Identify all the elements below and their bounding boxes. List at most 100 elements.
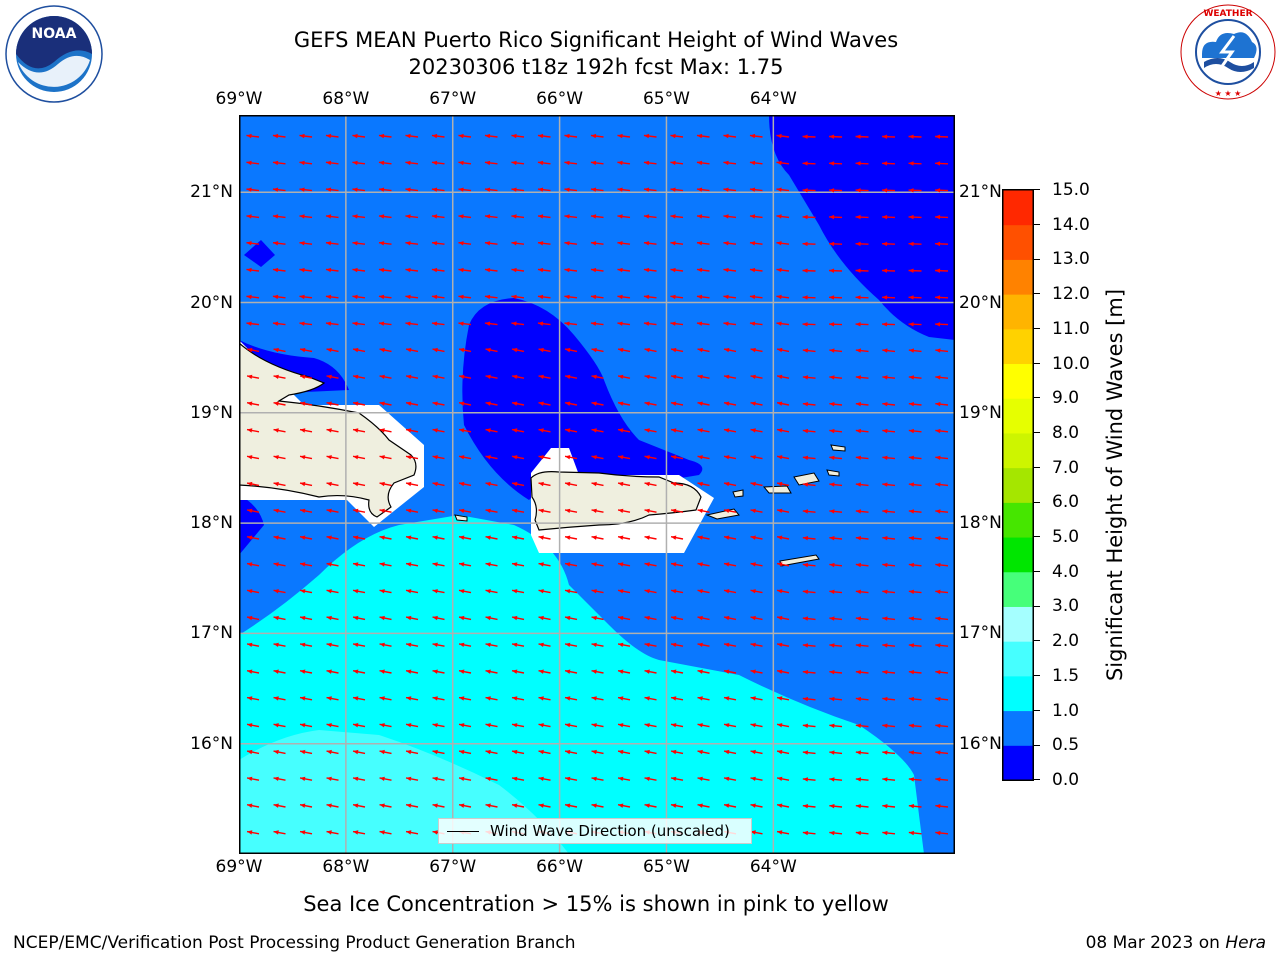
wind-arrow: [617, 160, 631, 166]
wind-arrow: [431, 267, 445, 273]
wind-arrow: [723, 214, 737, 219]
wind-arrow: [696, 294, 710, 300]
wind-arrow: [882, 241, 896, 247]
wind-arrow: [379, 562, 392, 567]
wind-arrow: [379, 615, 392, 621]
wind-arrow: [776, 776, 790, 782]
wind-arrow: [670, 508, 684, 514]
wind-arrow: [326, 803, 339, 808]
wind-arrow: [829, 830, 843, 836]
wind-arrow: [564, 347, 578, 353]
wind-arrow: [352, 589, 366, 594]
wind-arrow: [723, 562, 737, 567]
wind-arrow: [617, 241, 631, 246]
wind-arrow: [670, 241, 684, 246]
wind-arrow: [829, 134, 843, 139]
wind-arrow: [935, 804, 949, 809]
wind-arrow: [723, 455, 737, 460]
wind-arrow: [485, 428, 498, 433]
wind-arrow: [935, 616, 949, 621]
wind-arrow: [750, 508, 763, 514]
wind-arrow: [855, 428, 869, 434]
wind-arrow: [670, 347, 684, 353]
wind-arrow: [511, 481, 525, 487]
wind-arrow: [591, 589, 604, 594]
wind-arrow: [855, 295, 869, 300]
wind-arrow: [326, 374, 339, 380]
wind-arrow: [935, 562, 949, 568]
wind-arrow: [564, 535, 578, 540]
wind-arrow: [697, 481, 710, 487]
wind-arrow: [405, 589, 419, 594]
wind-arrow: [908, 670, 922, 675]
wind-arrow: [829, 750, 843, 755]
wind-arrow: [591, 562, 604, 567]
wind-arrow: [484, 321, 498, 326]
wind-arrow: [617, 535, 631, 540]
wind-arrow: [855, 643, 869, 648]
colorbar-tick-mark-3: [1034, 675, 1040, 677]
colorbar-segment-9: [1003, 432, 1033, 469]
wind-arrow: [697, 589, 710, 594]
wind-arrow: [776, 589, 790, 594]
wind-arrow: [485, 455, 498, 460]
wind-arrow: [855, 161, 869, 166]
wind-arrow: [829, 589, 843, 594]
wind-arrow: [246, 535, 260, 540]
colorbar-segment-14: [1003, 259, 1033, 295]
wind-arrow: [643, 133, 657, 139]
wind-arrow: [908, 696, 922, 702]
wind-arrow: [750, 347, 763, 353]
wind-arrow: [538, 562, 551, 567]
colorbar-segment-5: [1003, 571, 1033, 607]
colorbar-tick-mark-15: [1034, 258, 1040, 260]
wind-arrow: [591, 428, 604, 433]
colorbar-segment-0: [1003, 745, 1033, 781]
wind-arrow: [538, 723, 551, 728]
wind-arrow: [246, 347, 260, 353]
wind-arrow: [511, 642, 525, 648]
wind-arrow: [326, 455, 339, 460]
wind-arrow: [723, 803, 737, 808]
wind-arrow: [591, 401, 604, 406]
wind-arrow: [935, 643, 949, 648]
wind-arrow: [776, 187, 790, 192]
wind-arrow: [696, 133, 710, 139]
wind-arrow: [643, 214, 657, 219]
wind-arrow: [564, 615, 578, 621]
wind-arrow: [670, 696, 684, 701]
wind-arrow: [644, 589, 657, 594]
wind-arrow: [776, 401, 790, 406]
wind-arrow: [246, 749, 260, 755]
wind-arrow: [670, 803, 684, 808]
wind-arrow: [591, 776, 604, 782]
wind-arrow: [802, 348, 816, 353]
wind-arrow: [829, 804, 843, 809]
wind-arrow: [908, 428, 922, 434]
colorbar-segment-15: [1003, 224, 1033, 260]
lon-tick-top-2: 67°W: [429, 89, 477, 109]
wind-arrow: [617, 187, 631, 192]
wind-arrow: [432, 803, 445, 808]
wind-arrow: [379, 481, 392, 487]
wind-arrow: [802, 375, 816, 380]
colorbar-segment-13: [1003, 294, 1033, 330]
colorbar-tick-mark-16: [1034, 223, 1040, 225]
wind-arrow: [379, 642, 392, 648]
wind-arrow: [352, 214, 366, 219]
wind-arrow: [484, 241, 498, 246]
wind-arrow: [776, 803, 790, 808]
wind-arrow: [643, 294, 657, 300]
land-virgin-islands: [793, 472, 820, 486]
wind-arrow: [855, 188, 869, 193]
wind-arrow: [697, 374, 710, 380]
wind-arrow: [431, 214, 445, 219]
wind-arrow: [829, 723, 843, 728]
wind-arrow: [935, 670, 949, 675]
wind-arrow: [326, 723, 339, 728]
wind-arrow: [352, 401, 366, 406]
wind-arrow: [485, 374, 498, 380]
wind-arrow: [564, 776, 578, 782]
wind-arrow: [485, 723, 498, 728]
wind-arrow: [432, 642, 445, 648]
